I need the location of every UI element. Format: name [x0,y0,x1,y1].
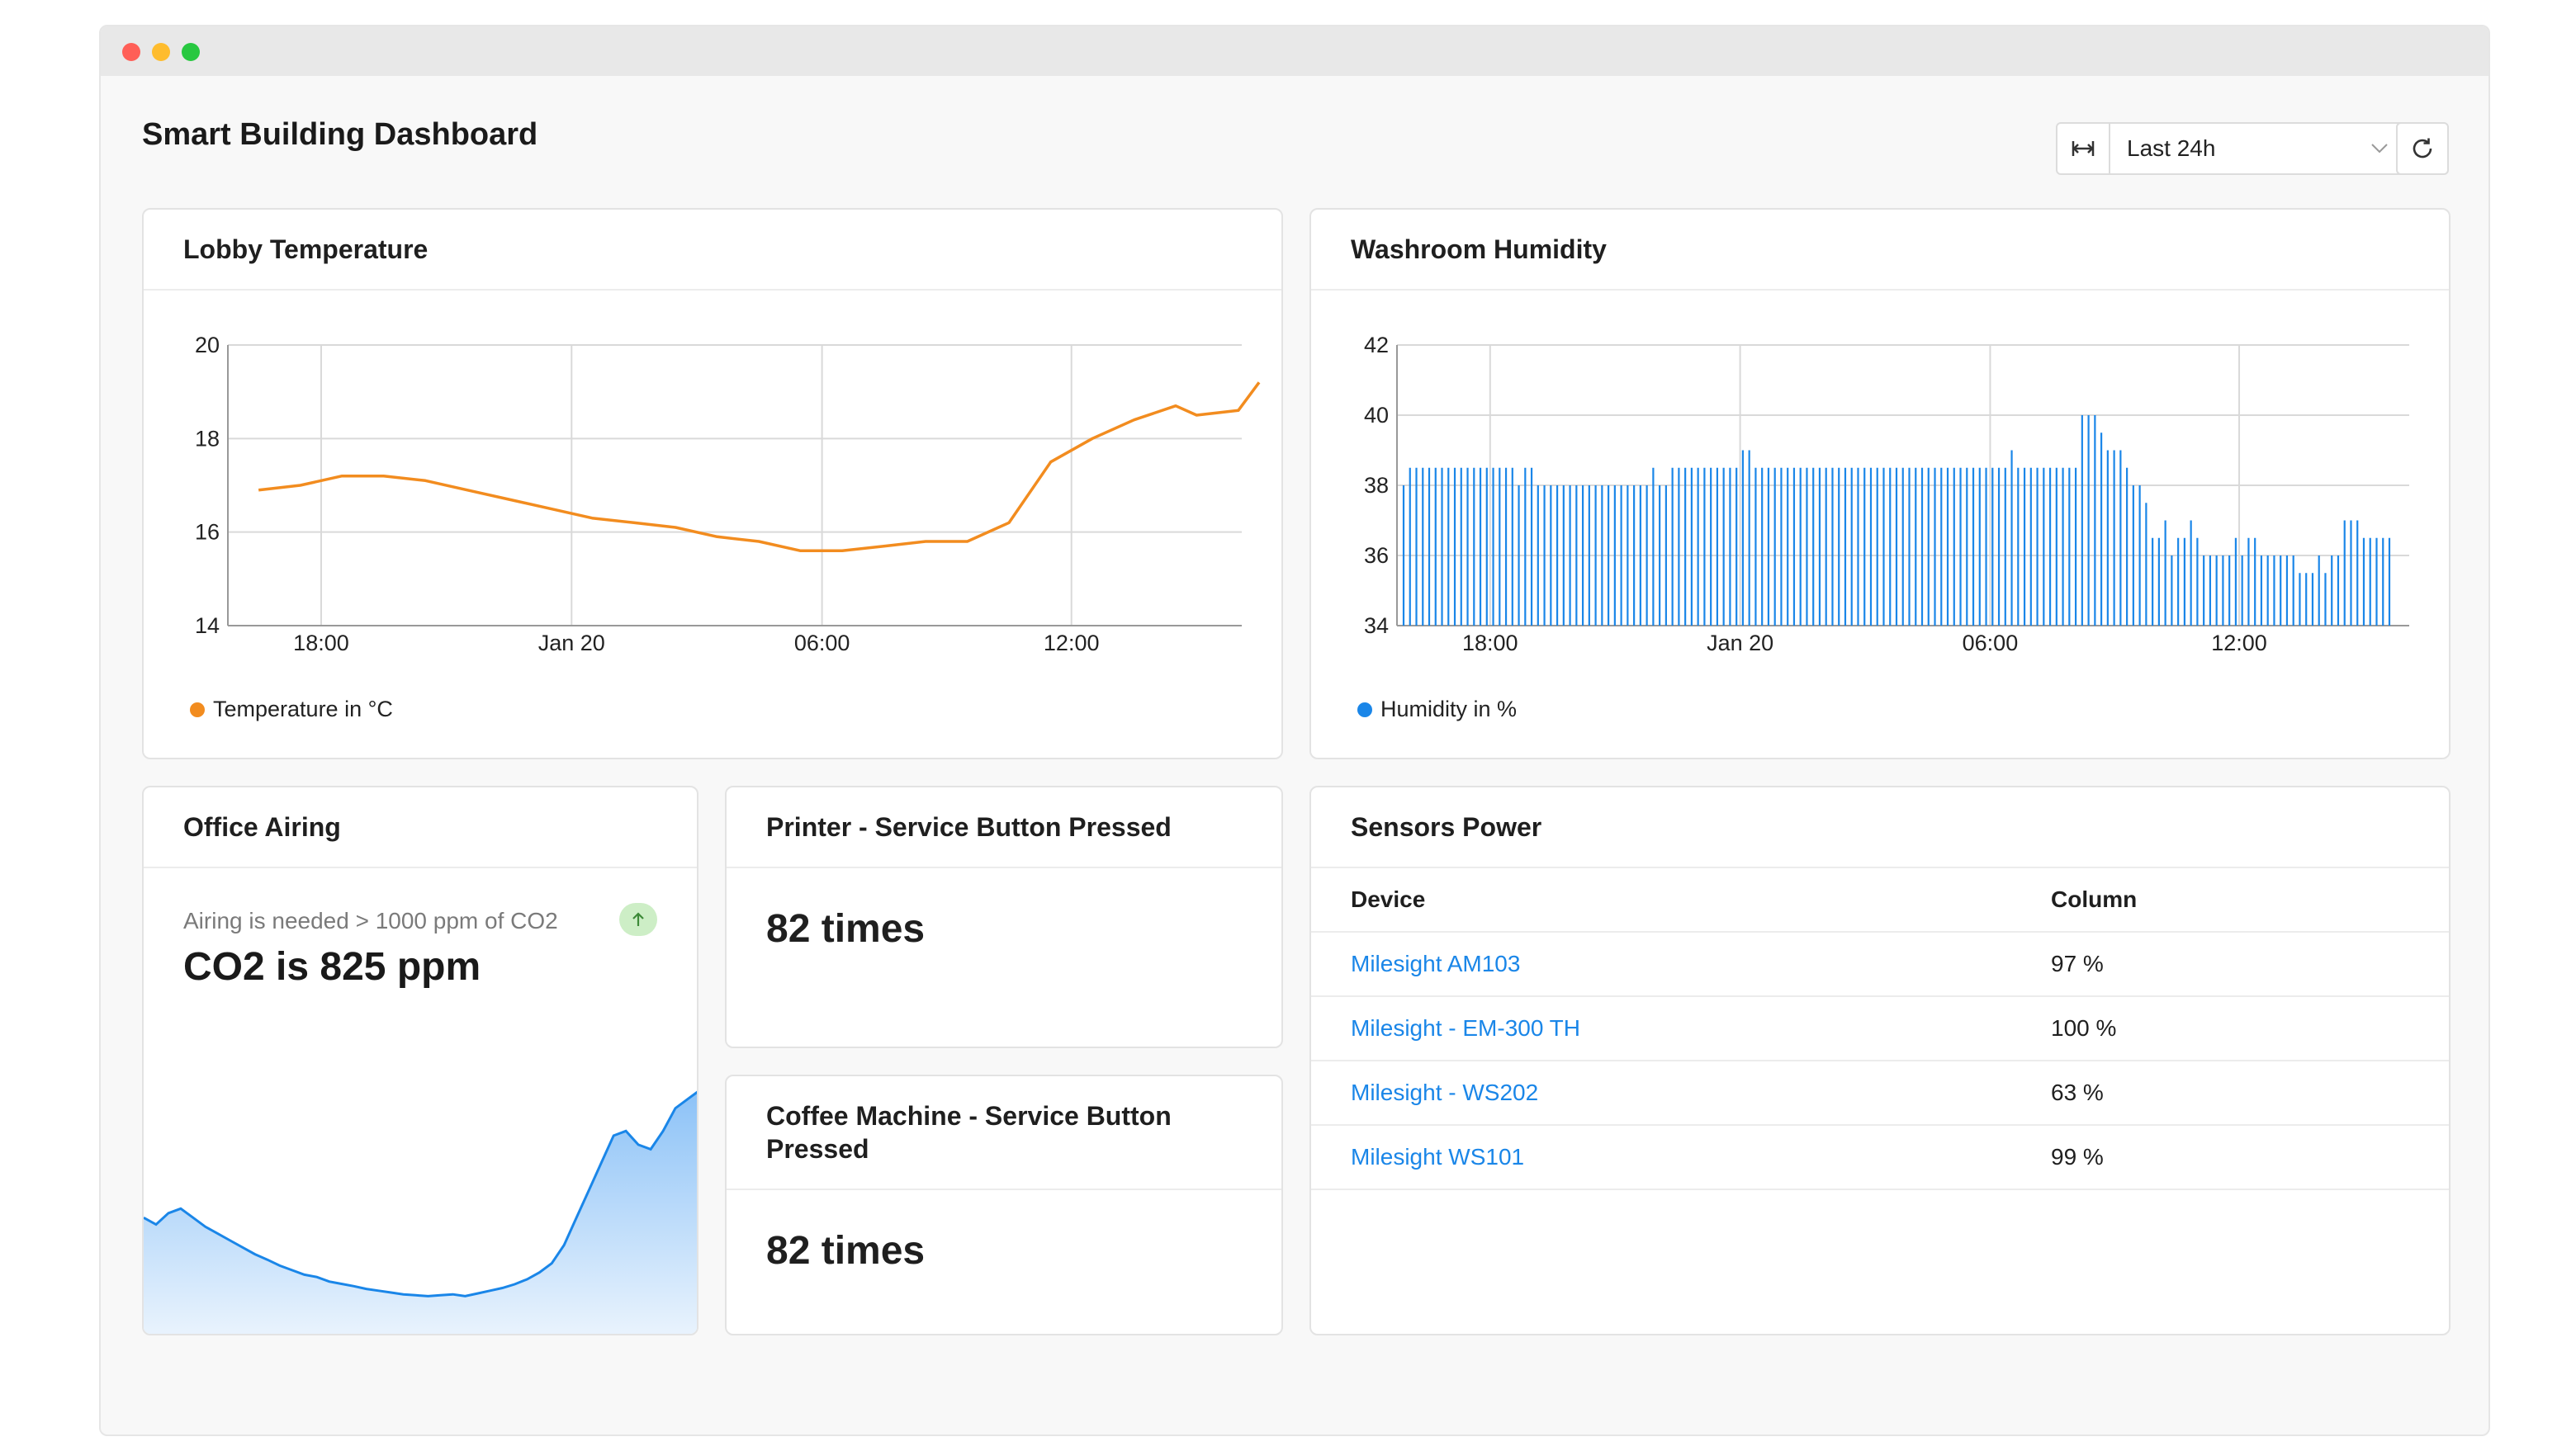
arrow-up-icon [632,912,644,926]
coffee-card: Coffee Machine - Service Button Pressed … [725,1075,1283,1335]
printer-card: Printer - Service Button Pressed 82 time… [725,786,1283,1048]
power-value: 97 % [2051,951,2104,976]
y-tick-label: 20 [195,333,220,357]
page-title: Smart Building Dashboard [142,117,538,152]
temperature-series-line [258,381,1261,553]
power-value: 100 % [2051,1015,2117,1041]
temperature-legend-label: Temperature in °C [213,697,393,721]
table-header-row: Device Column [1311,868,2449,933]
airing-card-title: Office Airing [144,787,697,868]
time-range-select[interactable]: Last 24h [2056,122,2406,175]
coffee-card-title: Coffee Machine - Service Button Pressed [727,1076,1281,1190]
chevron-down-icon[interactable] [2355,143,2404,154]
device-link[interactable]: Milesight WS101 [1351,1144,1525,1170]
range-width-icon[interactable] [2057,124,2110,173]
device-link[interactable]: Milesight - EM-300 TH [1351,1015,1581,1041]
column-header-device[interactable]: Device [1351,886,1426,912]
table-row: Milesight - WS202 63 % [1311,1061,2449,1126]
device-link[interactable]: Milesight - WS202 [1351,1080,1539,1105]
y-tick-label: 40 [1364,403,1389,428]
minimize-window-button[interactable] [152,43,170,61]
table-row: Milesight - EM-300 TH 100 % [1311,997,2449,1061]
sensors-power-table: Device Column Milesight AM103 97 % Miles… [1311,868,2449,1190]
humidity-legend-swatch [1357,702,1372,717]
humidity-chart: 34 36 38 40 42 18:00 Jan 20 06:00 12:00 [1364,333,2409,655]
coffee-count: 82 times [766,1229,926,1273]
refresh-icon [2413,138,2432,158]
co2-sparkline [144,1090,697,1334]
airing-threshold-note: Airing is needed > 1000 ppm of CO2 [183,908,558,933]
x-tick-label: 12:00 [2211,631,2267,655]
x-tick-label: Jan 20 [1707,631,1773,655]
table-row: Milesight AM103 97 % [1311,933,2449,997]
y-tick-label: 36 [1364,543,1389,568]
humidity-card: Washroom Humidity 34 36 38 40 42 18:00 Jan 20 0… [1309,208,2451,759]
refresh-button[interactable] [2396,122,2449,175]
x-tick-label: Jan 20 [538,631,605,655]
airing-card: Office Airing Airing is needed > 1000 pp… [142,786,698,1335]
temperature-card-title: Lobby Temperature [144,210,1281,291]
y-tick-label: 42 [1364,333,1389,357]
sensors-power-title: Sensors Power [1311,787,2449,868]
y-tick-label: 14 [195,613,220,638]
y-tick-label: 16 [195,520,220,545]
x-tick-label: 18:00 [1462,631,1518,655]
humidity-card-title: Washroom Humidity [1311,210,2449,291]
y-tick-label: 18 [195,426,220,451]
temperature-legend-swatch [190,702,205,717]
y-tick-label: 38 [1364,473,1389,498]
column-header-column[interactable]: Column [2051,886,2138,912]
printer-card-title: Printer - Service Button Pressed [727,787,1281,868]
humidity-legend-label: Humidity in % [1380,697,1518,721]
power-value: 63 % [2051,1080,2104,1105]
table-row: Milesight WS101 99 % [1311,1126,2449,1190]
temperature-chart: 14 16 18 20 18:00 Jan 20 06:00 12:00 [195,333,1261,655]
x-tick-label: 06:00 [1963,631,2019,655]
printer-count: 82 times [766,907,926,951]
co2-value: CO2 is 825 ppm [183,945,481,989]
device-link[interactable]: Milesight AM103 [1351,951,1521,976]
close-window-button[interactable] [122,43,140,61]
temperature-card: Lobby Temperature 14 16 18 20 18:00 Jan 20 06:… [142,208,1283,759]
x-tick-label: 12:00 [1044,631,1100,655]
maximize-window-button[interactable] [182,43,200,61]
sensors-power-card: Sensors Power Device Column Milesight AM… [1309,786,2451,1335]
window-titlebar [101,26,2488,76]
time-range-value[interactable]: Last 24h [2127,135,2216,161]
temperature-legend[interactable]: Temperature in °C [190,697,393,722]
y-tick-label: 34 [1364,613,1389,638]
power-value: 99 % [2051,1144,2104,1170]
app-window: Smart Building Dashboard Last 24h Lobby … [99,25,2490,1436]
co2-area [144,1092,697,1334]
x-tick-label: 18:00 [293,631,349,655]
co2-line [144,1090,697,1297]
humidity-legend[interactable]: Humidity in % [1357,697,1517,722]
trend-badge [619,903,657,936]
x-tick-label: 06:00 [794,631,850,655]
